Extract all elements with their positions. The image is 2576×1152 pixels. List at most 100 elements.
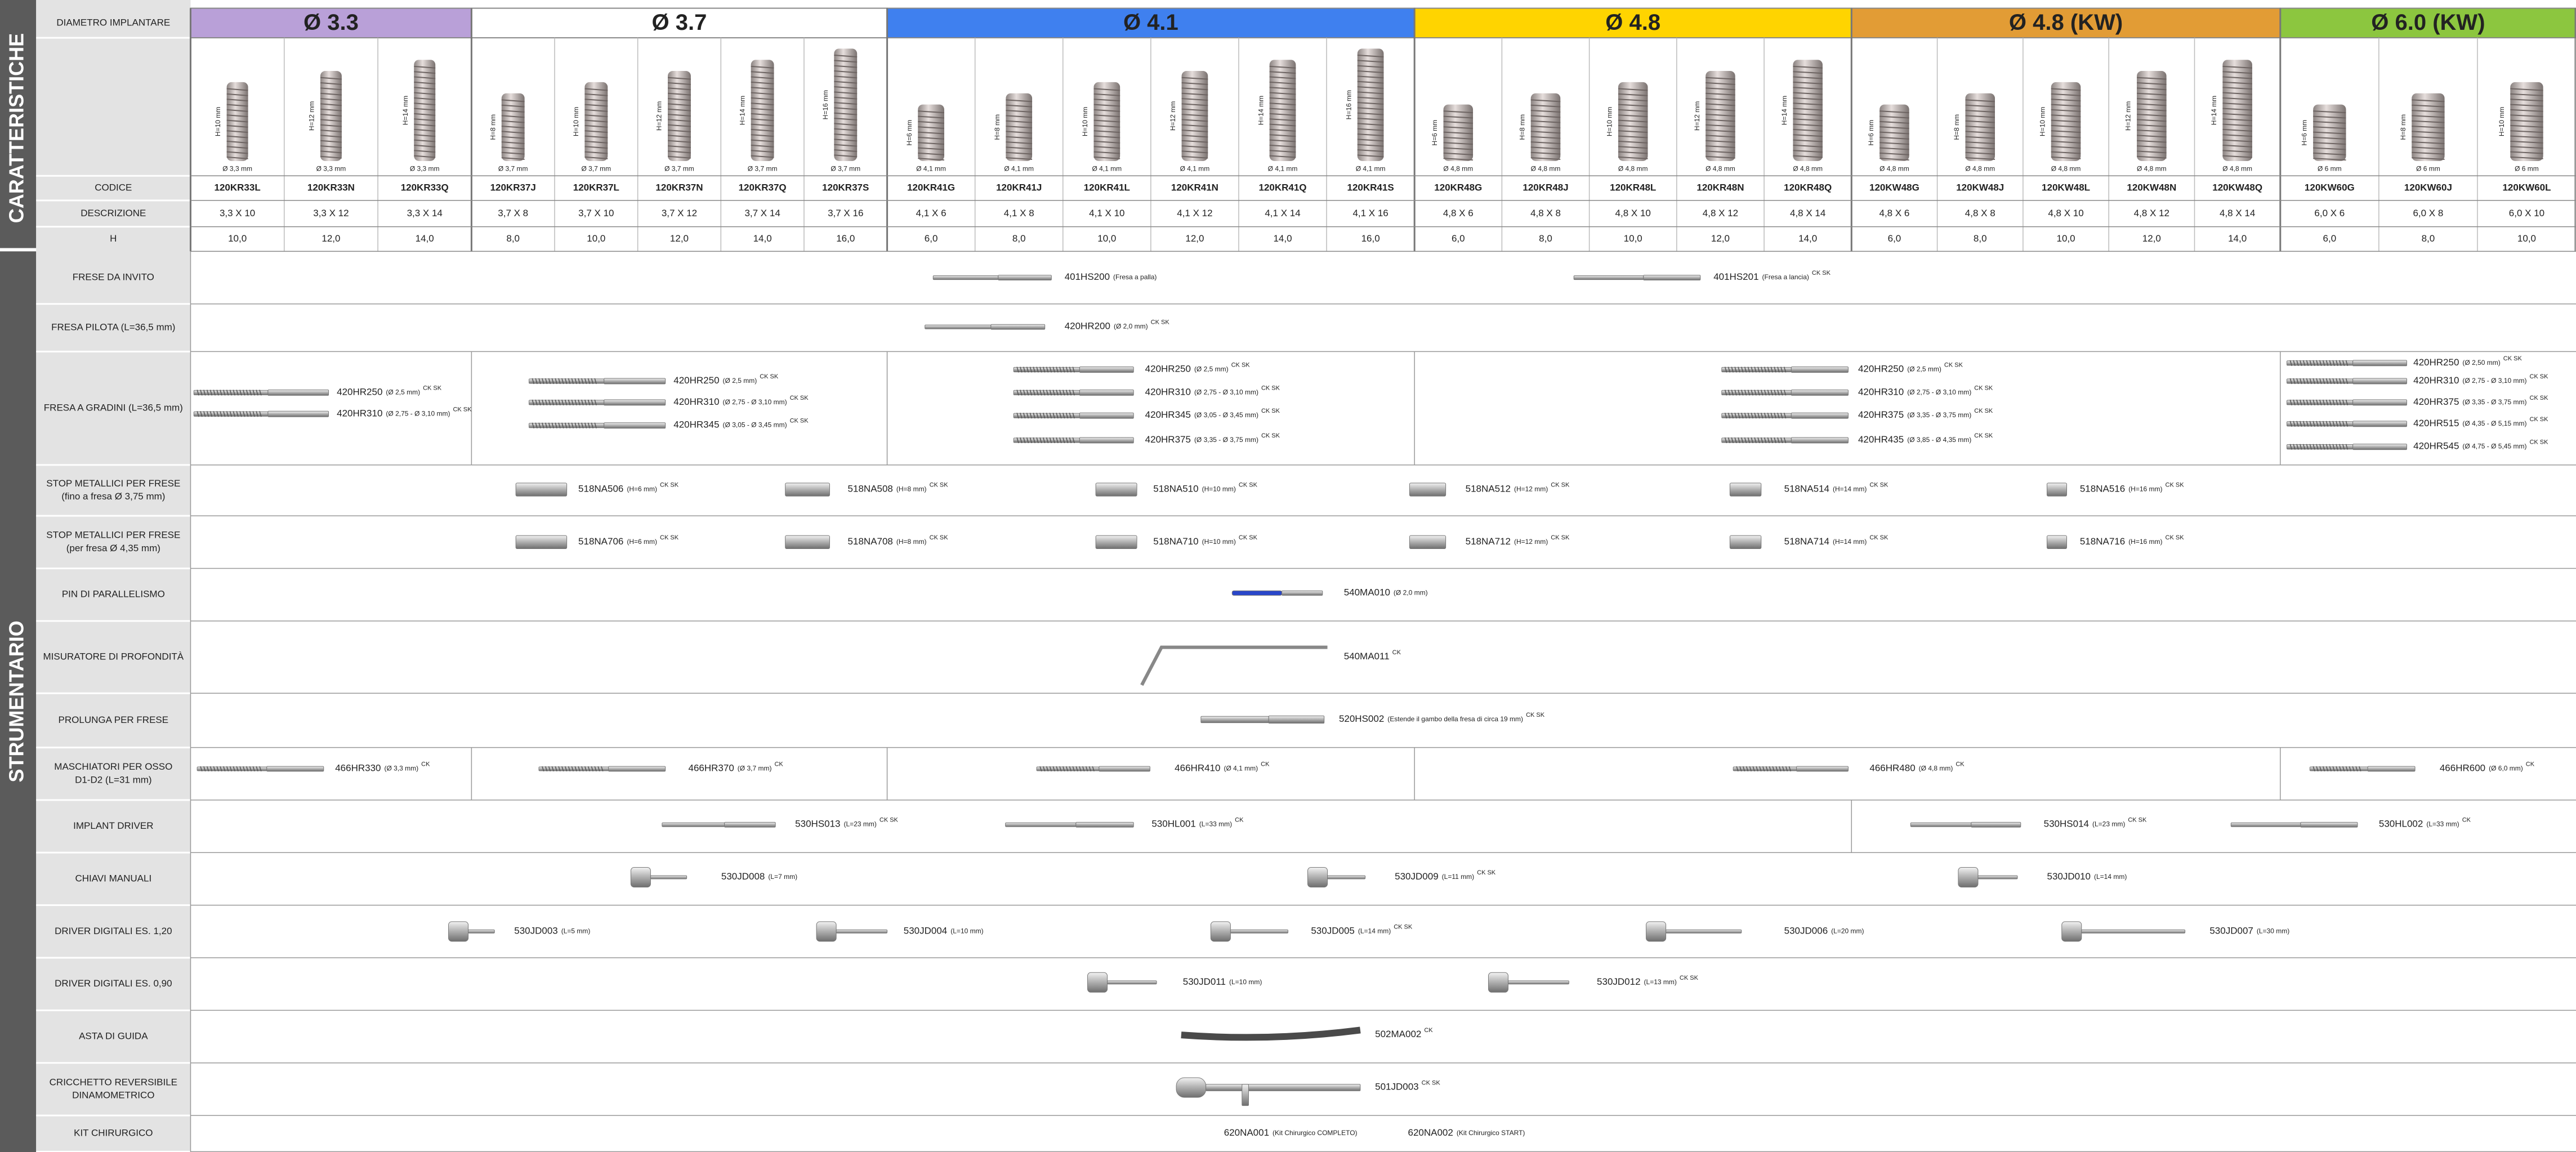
icon-groove — [548, 399, 551, 406]
icon-groove — [1757, 437, 1760, 444]
icon-groove — [2312, 421, 2315, 427]
icon-groove — [1745, 766, 1749, 772]
implant-description: 3,7 X 14 — [744, 208, 780, 218]
instrument-note: (H=16 mm) — [2128, 485, 2162, 493]
icon-groove — [203, 411, 206, 417]
icon-groove — [1761, 390, 1764, 396]
instrument-sup: CK SK — [790, 395, 809, 401]
implant-thread — [414, 150, 436, 153]
icon-groove — [220, 411, 222, 417]
icon-groove — [538, 378, 541, 385]
icon-part — [998, 275, 1052, 280]
implant-thread — [1618, 88, 1648, 91]
icon-part — [990, 324, 1046, 330]
icon-groove — [1739, 766, 1742, 772]
implant-thread — [1269, 65, 1296, 69]
icon-groove — [1777, 390, 1780, 396]
icon-groove — [1744, 413, 1747, 419]
instrument-note: (H=8 mm) — [896, 485, 927, 493]
implant-thread — [1181, 82, 1208, 85]
implant-thread — [1618, 124, 1648, 128]
implant-thread — [1269, 71, 1296, 74]
icon-groove — [1033, 437, 1035, 444]
implant-thread — [1006, 104, 1033, 108]
implant-thread — [1269, 134, 1296, 137]
instrument-text: 530JD004 (L=10 mm) — [904, 926, 984, 936]
implant-thread — [834, 96, 858, 100]
instrument-note: (Ø 3,05 - Ø 3,45 mm) — [1194, 411, 1258, 419]
implant-thread — [2222, 76, 2252, 79]
icon-groove — [1774, 367, 1776, 373]
implant-thread — [1443, 131, 1474, 135]
instrument-sup: CK SK — [2529, 416, 2548, 423]
instrument-note: (L=5 mm) — [561, 927, 591, 935]
group-title: Ø 4.8 (KW) — [2009, 10, 2123, 35]
icon-groove — [2332, 444, 2335, 450]
instrument-sup: CK SK — [423, 385, 442, 391]
implant-thread — [414, 134, 436, 137]
icon-groove — [200, 390, 203, 396]
implant-thread — [1006, 146, 1033, 150]
icon-groove — [2332, 421, 2335, 427]
sidebar-bg — [0, 251, 37, 1152]
implant-code: 120KW48G — [1869, 182, 1919, 193]
icon-groove — [2325, 766, 2329, 772]
implant-thread — [1269, 118, 1296, 122]
instrument-code: 420HR250 — [1858, 364, 1904, 374]
icon-groove — [1765, 766, 1769, 772]
icon-groove — [2312, 766, 2315, 772]
implant-thread — [751, 81, 774, 84]
implant-thread — [834, 118, 858, 120]
implant-thread — [2137, 130, 2167, 133]
implant-code: 120KR33L — [215, 182, 261, 193]
implant-thread — [2051, 93, 2081, 96]
implant-thread — [2412, 131, 2445, 134]
instrument-icon — [1646, 921, 1742, 942]
icon-groove — [2316, 421, 2319, 427]
instrument-note: (Ø 3,35 - Ø 3,75 mm) — [2462, 398, 2526, 406]
implant-thread — [1181, 150, 1208, 154]
icon-groove — [564, 422, 568, 428]
instrument-icon — [2286, 360, 2407, 367]
icon-groove — [1764, 390, 1767, 396]
instrument-note: (L=20 mm) — [1831, 927, 1864, 935]
icon-groove — [1764, 367, 1767, 373]
icon-groove — [555, 378, 557, 385]
implant-thread — [1269, 76, 1296, 79]
row-label: STOP METALLICI PER FRESE — [46, 530, 180, 541]
instrument-code: 420HR345 — [1145, 410, 1191, 421]
implant-thread — [1181, 92, 1208, 96]
icon-part — [1210, 921, 1231, 942]
instrument-icon — [1721, 389, 1849, 396]
instrument-code: 466HR410 — [1175, 763, 1220, 774]
icon-groove — [1046, 437, 1049, 444]
instrument-text: 530JD005 (L=14 mm)CK SK — [1311, 923, 1413, 936]
instrument-code: 540MA011 — [1344, 651, 1390, 662]
implant-thread — [1357, 81, 1384, 84]
instrument-icon — [529, 378, 666, 385]
instrument-icon — [2309, 766, 2416, 772]
icon-groove — [2289, 444, 2292, 450]
icon-groove — [239, 411, 242, 417]
icon-groove — [1033, 367, 1035, 373]
implant-description: 6,0 X 10 — [2509, 208, 2544, 218]
instrument-note: (Ø 2,5 mm) — [1907, 365, 1941, 373]
icon-groove — [1026, 437, 1029, 444]
instrument-icon — [529, 399, 666, 406]
icon-part — [925, 324, 992, 329]
icon-part — [1095, 483, 1137, 497]
implant-thread — [1093, 140, 1120, 144]
implant-thread — [1618, 93, 1648, 96]
implant-thread — [834, 154, 858, 158]
implant-thread — [320, 114, 342, 117]
icon-groove — [1724, 413, 1727, 419]
instrument-code: 620NA001 — [1224, 1128, 1269, 1138]
diameter-label: Ø 4,8 mm — [1879, 165, 1909, 173]
icon-part — [650, 875, 687, 879]
icon-groove — [2293, 399, 2296, 406]
icon-groove — [245, 766, 249, 772]
icon-groove — [1039, 367, 1042, 373]
icon-groove — [223, 411, 226, 417]
icon-groove — [220, 390, 222, 396]
